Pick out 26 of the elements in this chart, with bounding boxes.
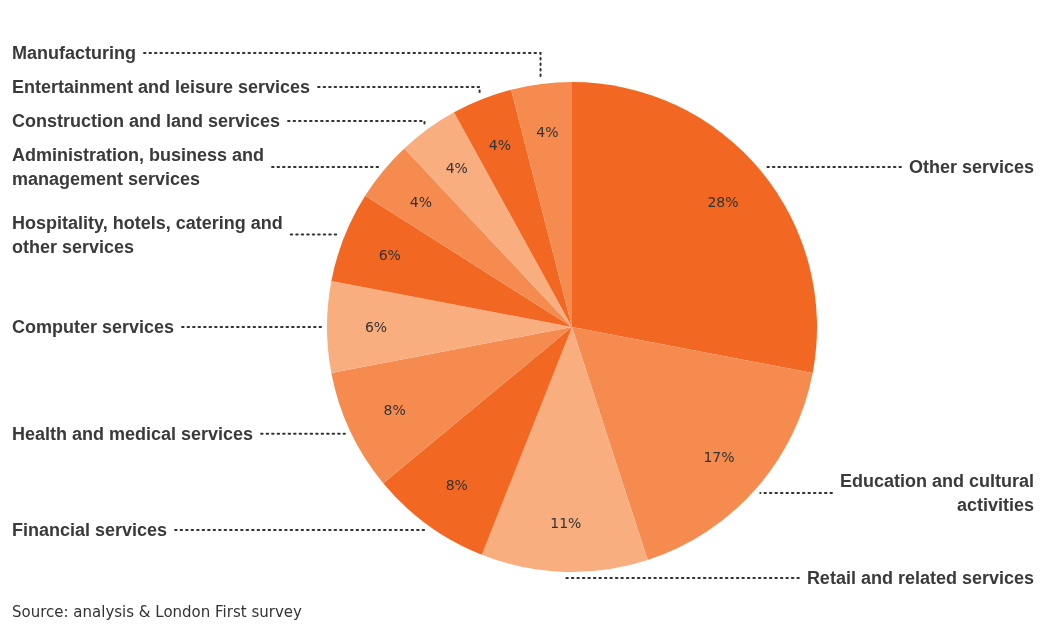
pie-slice	[404, 112, 572, 327]
data-label: 4%	[488, 136, 511, 153]
data-label: 4%	[536, 124, 559, 141]
slice-label: Entertainment and leisure services	[12, 77, 311, 98]
slice-label: Computer services	[12, 317, 175, 337]
data-label: 6%	[364, 318, 388, 335]
source-note: Source: analysis & London First survey	[12, 603, 302, 621]
data-label: 17%	[703, 448, 735, 465]
data-label: 8%	[383, 402, 406, 419]
slice-label: Administration, business and management services	[12, 145, 265, 190]
slice-label: Financial services	[12, 520, 168, 541]
slice-label: Manufacturing	[12, 43, 136, 64]
data-label: 6%	[378, 246, 401, 263]
slice-label: Retail and related services	[806, 567, 1034, 588]
pie-slice	[327, 281, 572, 373]
data-label: 28%	[707, 193, 739, 210]
data-label: 8%	[445, 477, 468, 494]
slice-label: Other services	[908, 157, 1034, 178]
slice-label: Health and medical services	[12, 423, 254, 444]
slice-label: Construction and land services	[12, 111, 281, 132]
data-label: 4%	[409, 193, 433, 210]
pie-slice	[481, 327, 648, 572]
slice-label: Education and cultural activities	[839, 470, 1034, 515]
slice-label: Hospitality, hotels, catering and other services	[12, 212, 283, 257]
data-label: 4%	[445, 160, 468, 177]
data-label: 11%	[550, 514, 582, 531]
